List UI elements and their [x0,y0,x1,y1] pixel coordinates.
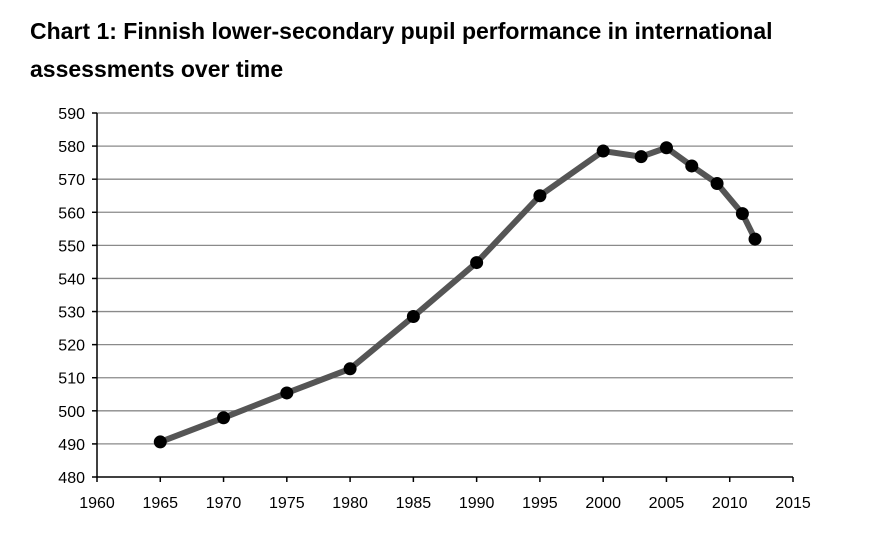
x-tick-label: 1990 [459,495,495,512]
data-point [153,435,167,449]
y-tick-label: 590 [58,106,85,123]
x-tick-label: 1970 [206,495,242,512]
data-point [343,362,357,376]
y-tick-label: 520 [58,338,85,355]
x-tick-label: 2000 [585,495,621,512]
data-point [596,144,610,158]
data-point [735,207,749,221]
y-tick-label: 530 [58,305,85,322]
x-tick-label: 1995 [522,495,558,512]
y-tick-label: 580 [58,139,85,156]
data-point [634,150,648,164]
chart-title: Chart 1: Finnish lower-secondary pupil p… [30,18,773,82]
x-tick-label: 2015 [775,495,811,512]
x-tick-label: 2010 [712,495,748,512]
y-tick-label: 500 [58,404,85,421]
data-point [470,256,484,270]
y-tick-label: 490 [58,437,85,454]
data-point [280,386,294,400]
y-tick-label: 480 [58,470,85,487]
y-tick-label: 540 [58,271,85,288]
data-point [533,189,547,203]
x-tick-label: 1980 [332,495,368,512]
data-point [217,411,231,425]
x-tick-label: 1965 [142,495,178,512]
y-tick-label: 570 [58,172,85,189]
x-tick-label: 2005 [649,495,685,512]
x-tick-label: 1975 [269,495,305,512]
y-tick-label: 550 [58,238,85,255]
x-tick-label: 1960 [79,495,115,512]
data-point [710,176,724,190]
x-tick-label: 1985 [396,495,432,512]
data-point [406,310,420,324]
y-tick-label: 510 [58,371,85,388]
y-tick-label: 560 [58,205,85,222]
data-point [748,232,762,246]
series-line [159,144,758,445]
data-point [685,159,699,173]
data-point [659,141,673,155]
